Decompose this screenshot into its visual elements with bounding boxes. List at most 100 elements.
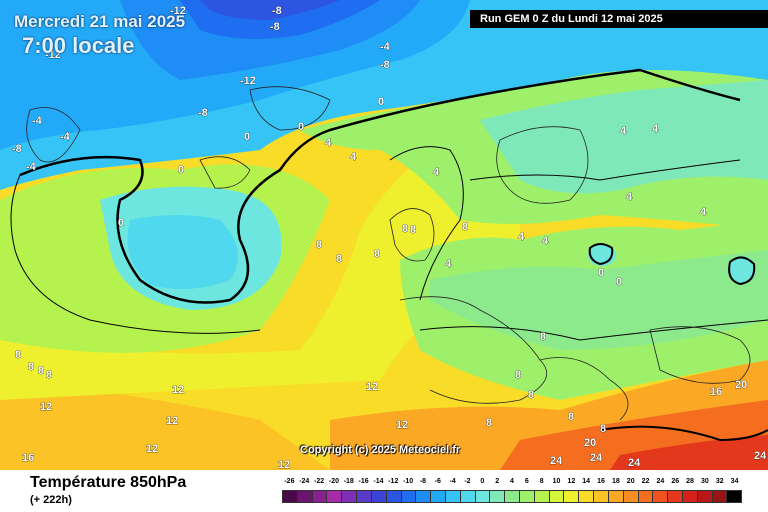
color-scale-swatch — [727, 491, 742, 502]
isotherm-label: 0 — [298, 121, 304, 133]
isotherm-label: 0 — [244, 131, 250, 143]
color-scale-value: -24 — [299, 478, 310, 485]
color-scale-value: 16 — [597, 478, 605, 485]
color-scale-value: 22 — [641, 478, 650, 485]
color-scale-value: -18 — [343, 478, 354, 485]
isotherm-label: 0 — [178, 164, 184, 176]
isotherm-label: 12 — [40, 401, 52, 413]
color-scale-swatch — [371, 491, 387, 502]
isotherm-label: -12 — [240, 75, 256, 87]
color-scale-swatch — [549, 491, 565, 502]
color-scale-swatch — [475, 491, 491, 502]
isotherm-label: 4 — [445, 258, 452, 270]
isotherm-label: 4 — [652, 123, 659, 135]
color-scale-value: 0 — [480, 478, 485, 485]
isotherm-label: 0 — [598, 267, 604, 279]
color-scale-bar — [282, 490, 742, 503]
isotherm-label: 0 — [616, 276, 622, 288]
color-scale-swatch — [386, 491, 402, 502]
isotherm-label: -8 — [272, 5, 282, 17]
isotherm-label: 24 — [550, 455, 563, 467]
isotherm-label: 4 — [542, 235, 549, 247]
temperature-map: -12 -8 -8 -12 -8 -12 -4 -8 -4 -4 -8 -4 0 0 0 0 0 4 4 4 8 8 8 8 8… — [0, 0, 768, 470]
color-scale-value: -10 — [403, 478, 414, 485]
isotherm-label: 8 — [486, 417, 492, 429]
isotherm-label: 20 — [735, 379, 747, 391]
isotherm-label: 8 — [540, 331, 546, 343]
isotherm-label: 8 — [374, 248, 380, 260]
isotherm-label: -8 — [198, 107, 208, 119]
isotherm-label: 12 — [166, 415, 178, 427]
color-scale-swatch — [579, 491, 595, 502]
map-footer: Température 850hPa (+ 222h) -26 -24 -22 -20… — [0, 470, 768, 512]
isotherm-label: 0 — [378, 96, 384, 108]
isotherm-label: 12 — [278, 459, 290, 470]
color-scale-value: 8 — [539, 478, 544, 485]
isotherm-label: 16 — [710, 386, 722, 398]
color-scale-labels: -26 -24 -22 -20 -18 -16 -14 -12 -10 -8 -6 -4 -2 0 2 4 6 8… — [282, 478, 742, 488]
isotherm-label: 8 — [28, 361, 34, 373]
color-scale-swatch — [505, 491, 520, 502]
isotherm-label: 12 — [366, 381, 378, 393]
isotherm-label: 24 — [628, 457, 641, 469]
forecast-date: Mercredi 21 mai 2025 — [14, 12, 186, 31]
isotherm-label: 8 — [410, 224, 416, 236]
isotherm-label: 12 — [396, 419, 408, 431]
isotherm-label: 8 — [402, 223, 408, 235]
copyright-notice: Copyright (c) 2025 Meteociel.fr — [300, 444, 461, 456]
color-scale-swatch — [297, 491, 313, 502]
isotherm-label: -4 — [60, 131, 71, 143]
field-title: Température 850hPa — [30, 474, 187, 491]
color-scale-swatch — [520, 491, 535, 502]
isotherm-label: 8 — [528, 389, 534, 401]
color-scale-value: 34 — [730, 478, 739, 485]
color-scale-swatch — [416, 491, 432, 502]
isotherm-label: 8 — [515, 369, 521, 381]
color-scale-swatch — [312, 491, 328, 502]
isotherm-label: 8 — [462, 221, 468, 233]
color-scale-value: -4 — [449, 478, 456, 485]
color-scale-value: 4 — [510, 478, 514, 485]
color-scale-value: -12 — [388, 478, 399, 485]
color-scale-swatch — [712, 491, 728, 502]
isotherm-label: 8 — [15, 349, 21, 361]
color-scale-value: -26 — [284, 478, 295, 485]
isotherm-label: 4 — [325, 137, 332, 149]
color-scale-value: 6 — [524, 478, 529, 485]
isotherm-label: 24 — [754, 450, 767, 462]
color-scale-swatch — [445, 491, 461, 502]
isotherm-label: -4 — [380, 41, 391, 53]
isotherm-label: 8 — [600, 423, 606, 435]
isotherm-label: 4 — [433, 166, 440, 178]
color-scale-swatch — [564, 491, 580, 502]
forecast-time: 7:00 locale — [22, 33, 135, 58]
isotherm-label: 4 — [626, 191, 633, 203]
isotherm-label: 0 — [118, 217, 124, 229]
color-scale-swatch — [283, 491, 298, 502]
color-scale-swatch — [594, 491, 609, 502]
lead-time: (+ 222h) — [30, 494, 72, 506]
isotherm-label: -12 — [170, 5, 186, 17]
color-scale-swatch — [653, 491, 669, 502]
isotherm-label: 8 — [46, 369, 52, 381]
color-scale-value: 18 — [611, 478, 620, 485]
color-scale-value: 14 — [582, 478, 591, 485]
color-scale-swatch — [623, 491, 639, 502]
color-scale-value: 32 — [715, 478, 724, 485]
color-scale-swatch — [357, 491, 372, 502]
isotherm-label: 24 — [590, 452, 603, 464]
isotherm-label: -12 — [45, 49, 61, 61]
isotherm-label: -4 — [32, 115, 43, 127]
color-scale-swatch — [401, 491, 417, 502]
color-scale-value: 28 — [686, 478, 694, 485]
color-scale-swatch — [682, 491, 698, 502]
isotherm-label: 8 — [316, 239, 322, 251]
color-scale-value: 12 — [567, 478, 576, 485]
isotherm-label: 4 — [518, 231, 525, 243]
isotherm-label: 20 — [584, 437, 596, 449]
color-scale-swatch — [534, 491, 550, 502]
color-scale-value: -8 — [419, 478, 427, 485]
isotherm-label: 8 — [336, 253, 342, 265]
color-scale-swatch — [431, 491, 446, 502]
isotherm-label: 4 — [620, 125, 627, 137]
